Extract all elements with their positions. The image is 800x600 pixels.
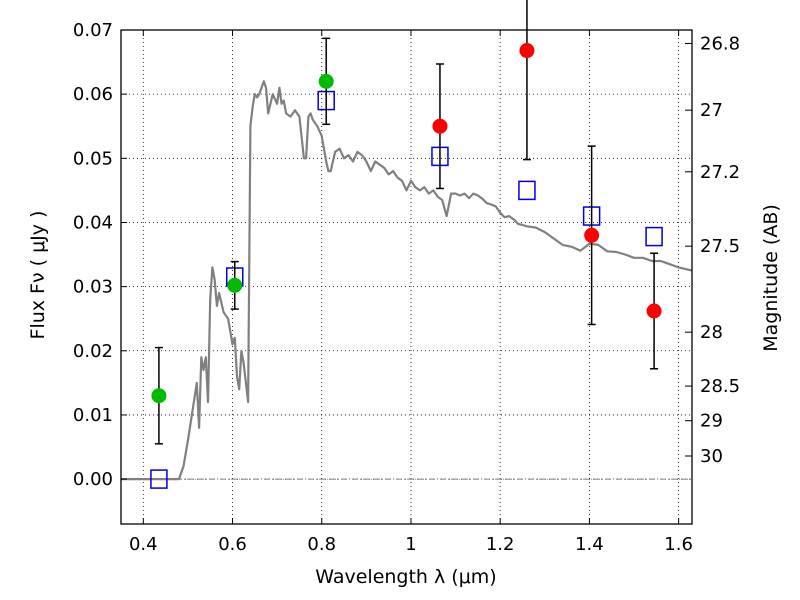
y-tick-label: 0.06 (73, 84, 113, 105)
plot-frame (120, 29, 693, 525)
axes: 0.4 0.6 0.8 1 1.2 1.4 1.6 0.00 0.01 0.02 0.03 0.04 0… (73, 20, 740, 555)
y2-axis-label: Magnitude (AB) (760, 204, 782, 352)
x-tick-label: 1 (405, 534, 416, 555)
y-tick-label: 0.02 (73, 341, 113, 362)
observed-flux-point (432, 118, 448, 134)
plot-area (121, 0, 693, 489)
observed-flux-point (318, 73, 334, 89)
x-tick-label: 0.4 (129, 534, 158, 555)
y2-tick-label: 30 (700, 446, 723, 467)
model-spectrum-line (121, 80, 693, 481)
y2-tick-label: 27.2 (700, 162, 740, 183)
y-tick-label: 0.03 (73, 277, 113, 298)
x-tick-label: 1.4 (575, 534, 604, 555)
model-flux-square (150, 469, 168, 489)
y-axis-label: Flux Fν ( μJy ) (27, 211, 49, 340)
observed-flux-point (227, 277, 243, 293)
y-tick-label: 0.04 (73, 212, 113, 233)
observed-flux-point (519, 43, 535, 59)
y-tick-label: 0.07 (73, 20, 113, 41)
model-flux-square (645, 226, 663, 247)
y-tick-label: 0.05 (73, 148, 113, 169)
y-tick-label: 0.01 (73, 405, 113, 426)
y2-tick-label: 27 (700, 100, 723, 121)
y2-tick-label: 28.5 (700, 376, 740, 397)
x-tick-label: 0.8 (307, 534, 336, 555)
model-flux-square (518, 180, 536, 201)
x-axis-label: Wavelength λ (μm) (315, 566, 496, 588)
x-tick-label: 1.2 (486, 534, 515, 555)
y-tick-label: 0.00 (73, 469, 113, 490)
x-tick-label: 1.6 (664, 534, 693, 555)
y2-tick-label: 29 (700, 411, 723, 432)
observed-flux-point (646, 303, 662, 319)
grid (121, 29, 692, 524)
observed-flux-point (584, 227, 600, 243)
x-tick-label: 0.6 (218, 534, 247, 555)
y2-tick-label: 28 (700, 322, 723, 343)
y2-tick-label: 27.5 (700, 236, 740, 257)
observed-flux-point (151, 388, 167, 404)
y2-tick-label: 26.8 (700, 33, 740, 54)
